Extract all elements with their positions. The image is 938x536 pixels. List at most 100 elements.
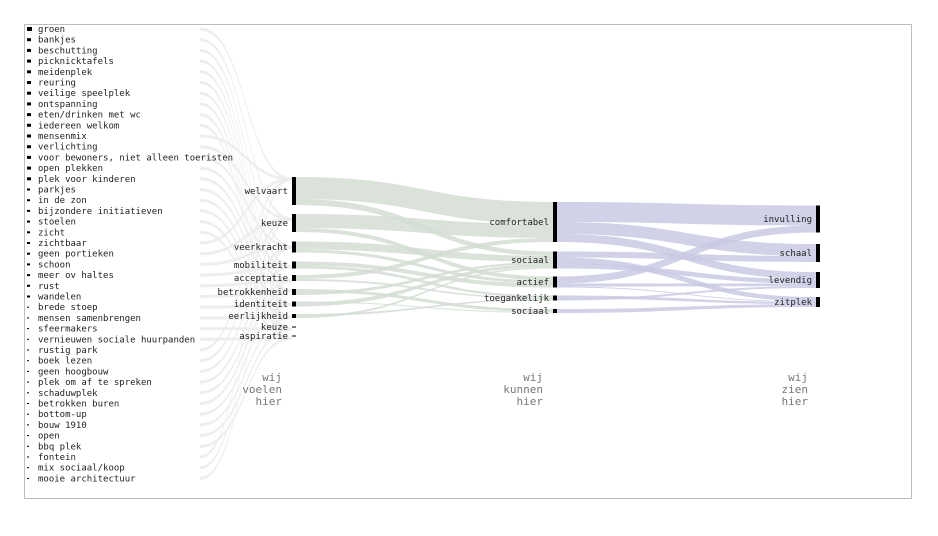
source-label: veilige speelplek bbox=[38, 89, 131, 99]
source-label: bijzondere initiatieven bbox=[38, 207, 163, 217]
flows-stage2-stage3 bbox=[557, 202, 816, 313]
stage1-node-label: welvaart bbox=[245, 187, 288, 197]
source-label: bankjes bbox=[38, 36, 76, 46]
stage2-node-bar bbox=[553, 309, 557, 313]
stage3-node-bar bbox=[816, 297, 820, 307]
source-marker bbox=[27, 38, 31, 42]
source-label: open plekken bbox=[38, 164, 103, 174]
column-title-line: kunnen bbox=[503, 383, 543, 396]
stage2-node-label: sociaal bbox=[511, 307, 549, 317]
stage3-node-label: levendig bbox=[769, 276, 812, 286]
source-flows bbox=[200, 27, 292, 480]
flow-link bbox=[557, 202, 816, 226]
flow-link bbox=[296, 267, 553, 318]
stage1-node-bar bbox=[292, 314, 296, 318]
source-marker bbox=[27, 328, 29, 330]
source-flow bbox=[200, 265, 292, 277]
source-flow bbox=[200, 38, 292, 221]
source-flow bbox=[200, 59, 292, 269]
source-flow bbox=[200, 289, 292, 405]
stage3-node-label: schaal bbox=[779, 249, 812, 259]
source-flow bbox=[200, 177, 292, 245]
stage1-node-label: keuze bbox=[261, 219, 288, 229]
stage1-nodes: welvaart keuze veerkracht mobiliteit accepta… bbox=[218, 177, 296, 342]
flow-link bbox=[296, 299, 553, 316]
source-label: geen portieken bbox=[38, 250, 114, 260]
source-flow bbox=[200, 302, 292, 416]
source-marker bbox=[27, 413, 29, 415]
source-label: iedereen welkom bbox=[38, 121, 119, 131]
source-label: mooie architectuur bbox=[38, 474, 136, 484]
source-flow bbox=[200, 177, 292, 283]
source-marker bbox=[27, 274, 30, 277]
source-flow bbox=[200, 188, 292, 293]
stage1-node-bar bbox=[292, 241, 296, 253]
flow-link bbox=[296, 249, 553, 284]
source-flow bbox=[200, 155, 292, 249]
source-marker bbox=[27, 145, 31, 149]
source-flow bbox=[200, 245, 292, 480]
source-marker bbox=[27, 102, 31, 106]
source-label: rust bbox=[38, 282, 60, 292]
stage1-node-bar bbox=[292, 275, 296, 281]
stage1-node-label: keuze bbox=[261, 323, 288, 333]
source-marker bbox=[27, 48, 31, 52]
source-marker bbox=[27, 155, 31, 159]
flow-link bbox=[557, 257, 816, 302]
source-marker bbox=[27, 209, 30, 212]
source-label: groen bbox=[38, 25, 65, 35]
stage2-node-bar bbox=[553, 295, 557, 301]
source-flow bbox=[200, 166, 292, 269]
source-flow bbox=[200, 245, 292, 373]
source-label: rustig park bbox=[38, 346, 98, 356]
source-marker bbox=[27, 338, 29, 340]
source-label: fontein bbox=[38, 453, 76, 463]
source-marker bbox=[27, 424, 29, 426]
source-flow bbox=[200, 70, 292, 283]
source-marker bbox=[27, 91, 31, 95]
flow-link bbox=[296, 214, 553, 238]
source-marker bbox=[27, 231, 30, 234]
source-label: reuring bbox=[38, 79, 76, 89]
source-marker bbox=[27, 134, 31, 138]
flow-link bbox=[296, 279, 553, 300]
stage1-node-bar bbox=[292, 214, 296, 232]
source-marker bbox=[27, 113, 31, 117]
source-marker bbox=[27, 199, 30, 202]
flow-link bbox=[296, 264, 553, 307]
source-label: in de zon bbox=[38, 196, 87, 206]
stage2-node-label: sociaal bbox=[511, 256, 549, 266]
flow-link bbox=[557, 286, 816, 301]
stage1-node-label: acceptatie bbox=[234, 274, 288, 284]
stage1-node-label: aspiratie bbox=[239, 332, 288, 342]
flow-link bbox=[296, 238, 553, 279]
source-flow bbox=[200, 336, 292, 448]
stage3-node-bar bbox=[816, 205, 820, 233]
source-marker bbox=[27, 467, 29, 469]
column-title-line: wij bbox=[523, 371, 543, 384]
flows-stage1-stage2 bbox=[296, 177, 553, 318]
source-label: mensenmix bbox=[38, 132, 87, 142]
source-flow bbox=[200, 48, 292, 249]
stage3-node-bar bbox=[816, 244, 820, 262]
source-flow bbox=[200, 145, 292, 221]
source-marker bbox=[27, 403, 29, 404]
stage3-node-label: invulling bbox=[763, 215, 812, 225]
source-marker bbox=[27, 456, 29, 458]
flow-link bbox=[296, 265, 553, 298]
source-label: meidenplek bbox=[38, 68, 93, 78]
stage1-node-label: identiteit bbox=[234, 300, 288, 310]
flow-link bbox=[296, 289, 553, 312]
source-marker bbox=[27, 445, 29, 447]
source-marker bbox=[27, 166, 31, 170]
source-flow bbox=[200, 134, 292, 181]
source-label: betrokken buren bbox=[38, 400, 119, 410]
stage2-node-label: comfortabel bbox=[489, 218, 549, 228]
source-flow bbox=[200, 91, 292, 306]
source-label: voor bewoners, niet alleen toeristen bbox=[38, 153, 233, 163]
stage1-node-bar bbox=[292, 301, 296, 307]
flow-link bbox=[296, 261, 553, 288]
source-label: plek om af te spreken bbox=[38, 378, 152, 388]
source-marker bbox=[27, 177, 31, 181]
stage1-node-bar bbox=[292, 177, 296, 205]
